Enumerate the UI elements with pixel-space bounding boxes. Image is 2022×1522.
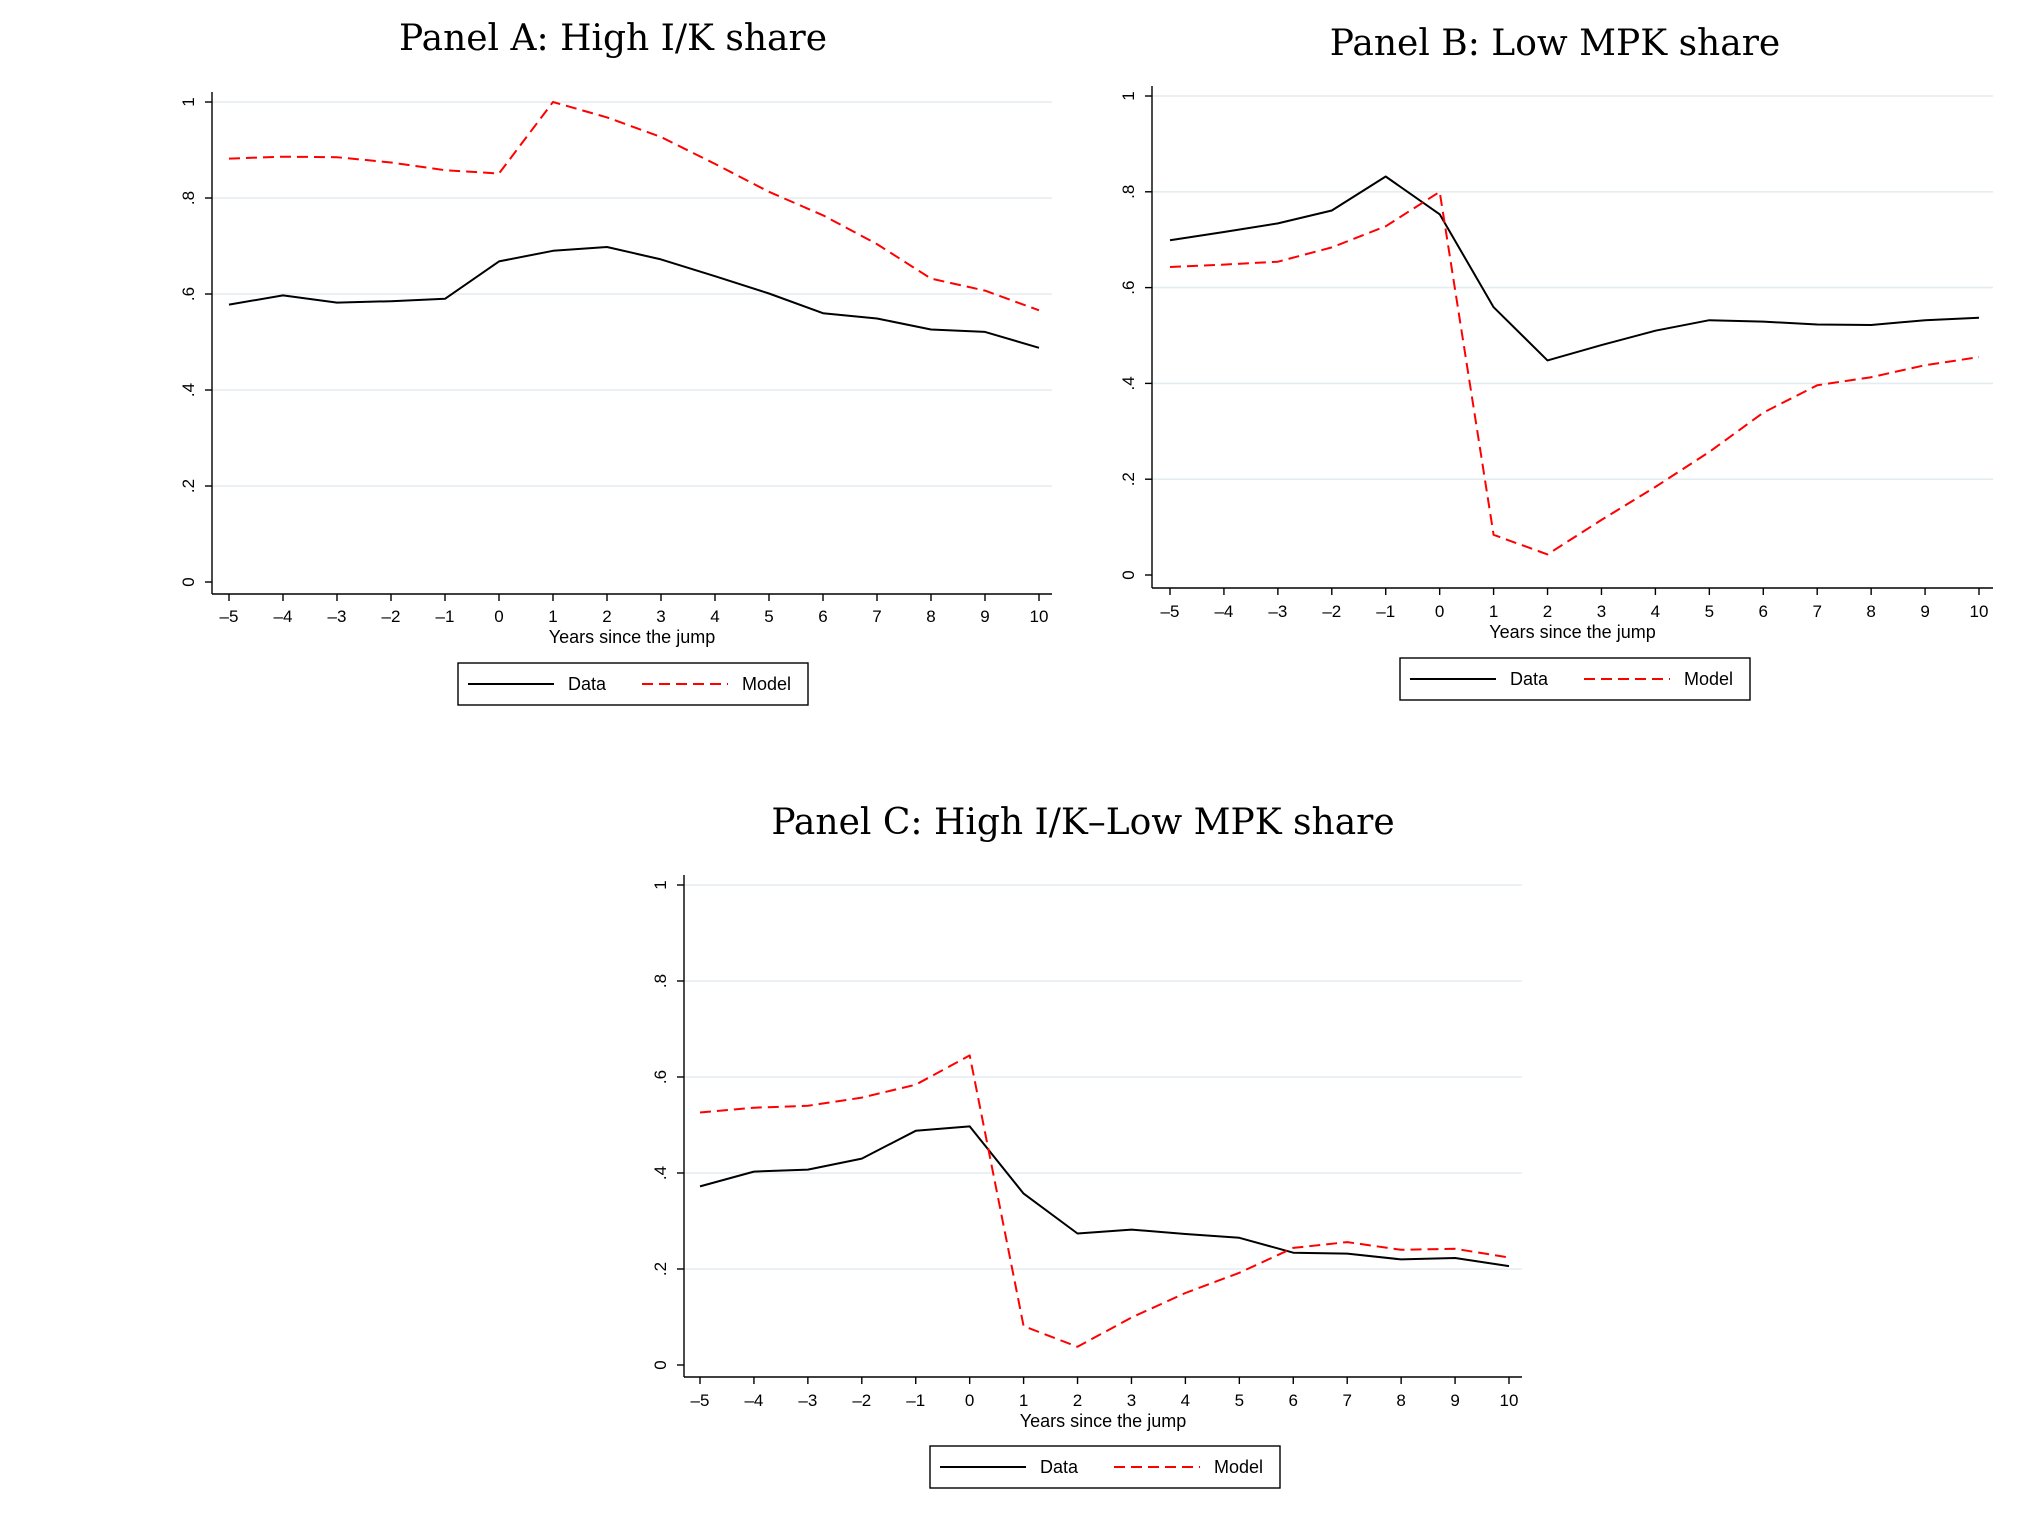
- panel-b-x-tick-label: –3: [1268, 602, 1287, 621]
- panel-a: Panel A: High I/K share 0 .2 .4 .6 .8 1 –5 –4 –3 –…: [0, 0, 1100, 720]
- panel-c-x-tick-label: 8: [1396, 1391, 1405, 1410]
- panel-b-title: Panel B: Low MPK share: [1330, 23, 1780, 64]
- panel-a-y-tick-label: .6: [179, 287, 198, 301]
- panel-c-title: Panel C: High I/K–Low MPK share: [771, 802, 1394, 843]
- panel-c-x-tick-label: –4: [744, 1391, 763, 1410]
- panel-c-y-tick-label: .6: [651, 1070, 670, 1084]
- panel-a-x-axis-title: Years since the jump: [549, 627, 715, 647]
- panel-b-x-tick-label: 9: [1920, 602, 1929, 621]
- panel-b-x-axis-title: Years since the jump: [1489, 622, 1655, 642]
- panel-b-legend-model-label: Model: [1684, 669, 1733, 689]
- panel-c-y-tick-label: .4: [651, 1166, 670, 1180]
- panel-c-x-tick-label: –3: [798, 1391, 817, 1410]
- panel-a-x-tick-label: –3: [328, 607, 347, 626]
- panel-c-x-tick-label: 7: [1342, 1391, 1351, 1410]
- panel-b-x-tick-label: 7: [1812, 602, 1821, 621]
- panel-b-x-tick-label: 4: [1651, 602, 1660, 621]
- panel-a-chart: Panel A: High I/K share 0 .2 .4 .6 .8 1 –5 –4 –3 –…: [179, 18, 1052, 706]
- panel-c-x-tick-label: –1: [906, 1391, 925, 1410]
- panel-c-x-tick-label: 1: [1019, 1391, 1028, 1410]
- panel-b-x-tick-label: 0: [1435, 602, 1444, 621]
- panel-b-y-tick-label: 0: [1119, 570, 1138, 579]
- panel-b-chart: Panel B: Low MPK share 0 .2 .4 .6 .8 1 –5 –4 –3 –2…: [1119, 23, 1993, 701]
- panel-b-x-tick-label: 8: [1866, 602, 1875, 621]
- panel-c-series-model-line: [699, 1054, 1510, 1348]
- panel-a-y-tick-label: .8: [179, 191, 198, 205]
- panel-a-x-tick-label: 3: [656, 607, 665, 626]
- panel-b-x-tick-label: –5: [1161, 602, 1180, 621]
- panel-b-x-tick-label: 10: [1970, 602, 1989, 621]
- panel-a-x-tick-label: 8: [926, 607, 935, 626]
- panel-c-x-tick-label: 5: [1235, 1391, 1244, 1410]
- panel-b-y-tick-label: 1: [1119, 91, 1138, 100]
- panel-c-legend-model-label: Model: [1214, 1457, 1263, 1477]
- panel-a-x-tick-label: 6: [818, 607, 827, 626]
- panel-b-legend-data-label: Data: [1510, 669, 1549, 689]
- panel-b-x-tick-label: 6: [1759, 602, 1768, 621]
- panel-a-x-tick-label: 9: [980, 607, 989, 626]
- panel-a-y-tick-label: 1: [179, 97, 198, 106]
- panel-b-series-data-line: [1169, 175, 1980, 362]
- panel-a-y-tick-label: .4: [179, 383, 198, 397]
- panel-c-x-tick-label: 4: [1181, 1391, 1190, 1410]
- panel-c-legend-data-label: Data: [1040, 1457, 1079, 1477]
- panel-c-x-axis-title: Years since the jump: [1020, 1411, 1186, 1431]
- panel-c-x-tick-label: 9: [1450, 1391, 1459, 1410]
- panel-b-x-tick-label: –4: [1214, 602, 1233, 621]
- panel-a-legend-model-label: Model: [742, 674, 791, 694]
- panel-a-y-tick-label: 0: [179, 577, 198, 586]
- panel-c-x-tick-label: –2: [852, 1391, 871, 1410]
- panel-c-y-tick-label: .2: [651, 1262, 670, 1276]
- panel-a-legend-data-label: Data: [568, 674, 607, 694]
- panel-a-series-data-line: [228, 246, 1040, 349]
- panel-a-x-tick-label: –1: [436, 607, 455, 626]
- panel-c-x-tick-label: –5: [691, 1391, 710, 1410]
- panel-c-y-tick-label: .8: [651, 974, 670, 988]
- panel-a-x-tick-label: 7: [872, 607, 881, 626]
- panel-c-x-tick-label: 10: [1500, 1391, 1519, 1410]
- panel-b-x-tick-label: –2: [1322, 602, 1341, 621]
- panel-b-y-tick-label: .2: [1119, 472, 1138, 486]
- panel-b-x-tick-label: 3: [1597, 602, 1606, 621]
- panel-a-x-tick-label: 0: [494, 607, 503, 626]
- panel-a-x-tick-label: 1: [548, 607, 557, 626]
- panel-c-series-data-line: [699, 1125, 1510, 1268]
- panel-a-x-tick-label: 10: [1030, 607, 1049, 626]
- panel-a-x-tick-label: –2: [382, 607, 401, 626]
- panel-a-series-model-line: [228, 101, 1040, 312]
- panel-a-x-tick-label: 2: [602, 607, 611, 626]
- panel-b-y-tick-label: .4: [1119, 376, 1138, 390]
- panel-c-x-tick-label: 0: [965, 1391, 974, 1410]
- panel-c-y-tick-label: 0: [651, 1360, 670, 1369]
- panel-a-x-tick-label: –4: [274, 607, 293, 626]
- panel-b-y-tick-label: .8: [1119, 185, 1138, 199]
- panel-a-x-tick-label: 5: [764, 607, 773, 626]
- panel-a-y-tick-label: .2: [179, 479, 198, 493]
- panel-c-x-tick-label: 6: [1289, 1391, 1298, 1410]
- panel-b-x-tick-label: 1: [1489, 602, 1498, 621]
- panel-c-y-tick-label: 1: [651, 880, 670, 889]
- panel-b-x-tick-label: –1: [1376, 602, 1395, 621]
- panel-a-x-tick-label: –5: [220, 607, 239, 626]
- panel-b-y-tick-label: .6: [1119, 281, 1138, 295]
- panel-a-title: Panel A: High I/K share: [399, 18, 827, 59]
- panel-b-x-tick-label: 2: [1543, 602, 1552, 621]
- panel-c-x-tick-label: 2: [1073, 1391, 1082, 1410]
- panel-b: Panel B: Low MPK share 0 .2 .4 .6 .8 1 –5 –4 –3 –2…: [0, 0, 2022, 720]
- panel-c-x-tick-label: 3: [1127, 1391, 1136, 1410]
- panel-b-series-model-line: [1169, 190, 1980, 556]
- panel-a-x-tick-label: 4: [710, 607, 719, 626]
- panel-b-x-tick-label: 5: [1705, 602, 1714, 621]
